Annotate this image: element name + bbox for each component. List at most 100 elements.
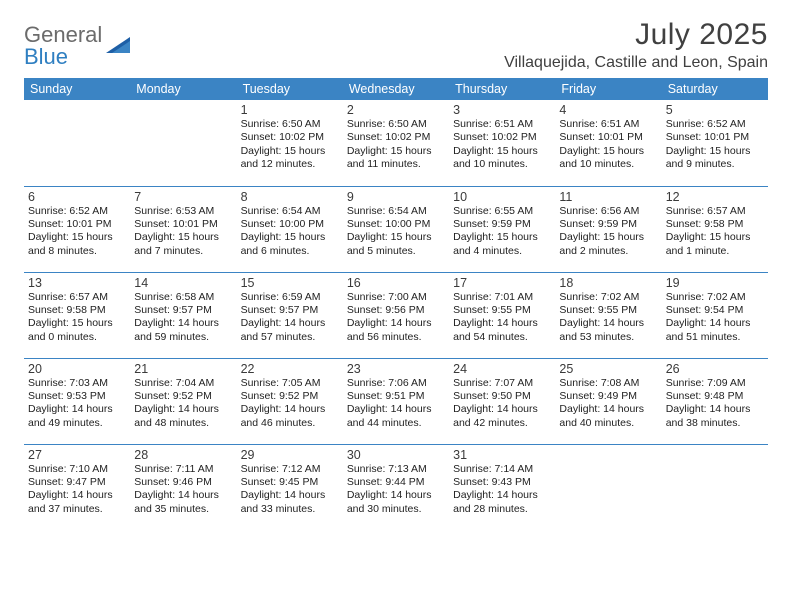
day-info: Sunrise: 6:57 AMSunset: 9:58 PMDaylight:… (666, 205, 764, 259)
calendar-day-cell: 25Sunrise: 7:08 AMSunset: 9:49 PMDayligh… (555, 358, 661, 444)
title-block: July 2025 Villaquejida, Castille and Leo… (504, 18, 768, 72)
day-info: Sunrise: 7:13 AMSunset: 9:44 PMDaylight:… (347, 463, 445, 517)
day-number: 3 (453, 103, 551, 117)
calendar-day-cell: 17Sunrise: 7:01 AMSunset: 9:55 PMDayligh… (449, 272, 555, 358)
day-number: 24 (453, 362, 551, 376)
calendar-day-cell: 22Sunrise: 7:05 AMSunset: 9:52 PMDayligh… (237, 358, 343, 444)
day-number: 4 (559, 103, 657, 117)
day-info: Sunrise: 6:58 AMSunset: 9:57 PMDaylight:… (134, 291, 232, 345)
calendar-day-cell: 16Sunrise: 7:00 AMSunset: 9:56 PMDayligh… (343, 272, 449, 358)
day-info: Sunrise: 7:07 AMSunset: 9:50 PMDaylight:… (453, 377, 551, 431)
calendar-day-cell: 24Sunrise: 7:07 AMSunset: 9:50 PMDayligh… (449, 358, 555, 444)
day-number: 9 (347, 190, 445, 204)
calendar-week-row: 27Sunrise: 7:10 AMSunset: 9:47 PMDayligh… (24, 444, 768, 530)
calendar-day-cell: 26Sunrise: 7:09 AMSunset: 9:48 PMDayligh… (662, 358, 768, 444)
day-number: 30 (347, 448, 445, 462)
day-number: 20 (28, 362, 126, 376)
day-info: Sunrise: 6:54 AMSunset: 10:00 PMDaylight… (347, 205, 445, 259)
day-number: 15 (241, 276, 339, 290)
header: General Blue July 2025 Villaquejida, Cas… (24, 18, 768, 72)
day-number: 27 (28, 448, 126, 462)
day-info: Sunrise: 7:04 AMSunset: 9:52 PMDaylight:… (134, 377, 232, 431)
calendar-day-cell: 23Sunrise: 7:06 AMSunset: 9:51 PMDayligh… (343, 358, 449, 444)
day-info: Sunrise: 7:00 AMSunset: 9:56 PMDaylight:… (347, 291, 445, 345)
calendar-week-row: 20Sunrise: 7:03 AMSunset: 9:53 PMDayligh… (24, 358, 768, 444)
day-header: Wednesday (343, 78, 449, 100)
calendar-day-cell: 27Sunrise: 7:10 AMSunset: 9:47 PMDayligh… (24, 444, 130, 530)
calendar-day-cell: 7Sunrise: 6:53 AMSunset: 10:01 PMDayligh… (130, 186, 236, 272)
calendar-header-row: SundayMondayTuesdayWednesdayThursdayFrid… (24, 78, 768, 100)
calendar-day-cell: 4Sunrise: 6:51 AMSunset: 10:01 PMDayligh… (555, 100, 661, 186)
day-number: 19 (666, 276, 764, 290)
day-number: 11 (559, 190, 657, 204)
day-number: 26 (666, 362, 764, 376)
calendar-day-cell: 28Sunrise: 7:11 AMSunset: 9:46 PMDayligh… (130, 444, 236, 530)
logo-word2: Blue (24, 44, 68, 69)
calendar-day-cell: 3Sunrise: 6:51 AMSunset: 10:02 PMDayligh… (449, 100, 555, 186)
day-header: Sunday (24, 78, 130, 100)
day-number: 12 (666, 190, 764, 204)
calendar-day-cell: 20Sunrise: 7:03 AMSunset: 9:53 PMDayligh… (24, 358, 130, 444)
day-number: 22 (241, 362, 339, 376)
day-number: 16 (347, 276, 445, 290)
day-info: Sunrise: 7:10 AMSunset: 9:47 PMDaylight:… (28, 463, 126, 517)
calendar-day-cell: 15Sunrise: 6:59 AMSunset: 9:57 PMDayligh… (237, 272, 343, 358)
day-info: Sunrise: 6:50 AMSunset: 10:02 PMDaylight… (241, 118, 339, 172)
calendar-day-cell: 14Sunrise: 6:58 AMSunset: 9:57 PMDayligh… (130, 272, 236, 358)
calendar-week-row: 13Sunrise: 6:57 AMSunset: 9:58 PMDayligh… (24, 272, 768, 358)
day-info: Sunrise: 6:52 AMSunset: 10:01 PMDaylight… (666, 118, 764, 172)
day-info: Sunrise: 7:05 AMSunset: 9:52 PMDaylight:… (241, 377, 339, 431)
calendar-empty-cell (130, 100, 236, 186)
calendar-day-cell: 8Sunrise: 6:54 AMSunset: 10:00 PMDayligh… (237, 186, 343, 272)
calendar-day-cell: 31Sunrise: 7:14 AMSunset: 9:43 PMDayligh… (449, 444, 555, 530)
calendar-empty-cell (662, 444, 768, 530)
calendar-week-row: 6Sunrise: 6:52 AMSunset: 10:01 PMDayligh… (24, 186, 768, 272)
day-number: 10 (453, 190, 551, 204)
calendar-day-cell: 11Sunrise: 6:56 AMSunset: 9:59 PMDayligh… (555, 186, 661, 272)
day-header: Friday (555, 78, 661, 100)
calendar-day-cell: 13Sunrise: 6:57 AMSunset: 9:58 PMDayligh… (24, 272, 130, 358)
calendar-day-cell: 30Sunrise: 7:13 AMSunset: 9:44 PMDayligh… (343, 444, 449, 530)
calendar-day-cell: 10Sunrise: 6:55 AMSunset: 9:59 PMDayligh… (449, 186, 555, 272)
day-number: 23 (347, 362, 445, 376)
day-info: Sunrise: 6:52 AMSunset: 10:01 PMDaylight… (28, 205, 126, 259)
day-info: Sunrise: 6:53 AMSunset: 10:01 PMDaylight… (134, 205, 232, 259)
day-info: Sunrise: 7:12 AMSunset: 9:45 PMDaylight:… (241, 463, 339, 517)
calendar-day-cell: 1Sunrise: 6:50 AMSunset: 10:02 PMDayligh… (237, 100, 343, 186)
calendar-day-cell: 6Sunrise: 6:52 AMSunset: 10:01 PMDayligh… (24, 186, 130, 272)
day-number: 6 (28, 190, 126, 204)
calendar-body: 1Sunrise: 6:50 AMSunset: 10:02 PMDayligh… (24, 100, 768, 530)
month-title: July 2025 (504, 18, 768, 52)
day-header: Saturday (662, 78, 768, 100)
day-header: Tuesday (237, 78, 343, 100)
day-info: Sunrise: 6:54 AMSunset: 10:00 PMDaylight… (241, 205, 339, 259)
day-info: Sunrise: 7:06 AMSunset: 9:51 PMDaylight:… (347, 377, 445, 431)
day-info: Sunrise: 6:57 AMSunset: 9:58 PMDaylight:… (28, 291, 126, 345)
day-number: 14 (134, 276, 232, 290)
logo-triangle-icon (106, 35, 134, 57)
day-info: Sunrise: 6:50 AMSunset: 10:02 PMDaylight… (347, 118, 445, 172)
day-number: 13 (28, 276, 126, 290)
day-number: 29 (241, 448, 339, 462)
day-info: Sunrise: 7:09 AMSunset: 9:48 PMDaylight:… (666, 377, 764, 431)
location: Villaquejida, Castille and Leon, Spain (504, 54, 768, 72)
day-info: Sunrise: 7:03 AMSunset: 9:53 PMDaylight:… (28, 377, 126, 431)
day-info: Sunrise: 6:51 AMSunset: 10:02 PMDaylight… (453, 118, 551, 172)
day-info: Sunrise: 7:02 AMSunset: 9:54 PMDaylight:… (666, 291, 764, 345)
calendar-day-cell: 12Sunrise: 6:57 AMSunset: 9:58 PMDayligh… (662, 186, 768, 272)
day-number: 25 (559, 362, 657, 376)
day-number: 5 (666, 103, 764, 117)
calendar-day-cell: 5Sunrise: 6:52 AMSunset: 10:01 PMDayligh… (662, 100, 768, 186)
day-info: Sunrise: 6:51 AMSunset: 10:01 PMDaylight… (559, 118, 657, 172)
day-header: Thursday (449, 78, 555, 100)
calendar-week-row: 1Sunrise: 6:50 AMSunset: 10:02 PMDayligh… (24, 100, 768, 186)
day-number: 1 (241, 103, 339, 117)
day-number: 7 (134, 190, 232, 204)
calendar-day-cell: 2Sunrise: 6:50 AMSunset: 10:02 PMDayligh… (343, 100, 449, 186)
day-number: 31 (453, 448, 551, 462)
calendar-day-cell: 9Sunrise: 6:54 AMSunset: 10:00 PMDayligh… (343, 186, 449, 272)
day-number: 2 (347, 103, 445, 117)
calendar-day-cell: 18Sunrise: 7:02 AMSunset: 9:55 PMDayligh… (555, 272, 661, 358)
calendar-day-cell: 19Sunrise: 7:02 AMSunset: 9:54 PMDayligh… (662, 272, 768, 358)
day-header: Monday (130, 78, 236, 100)
